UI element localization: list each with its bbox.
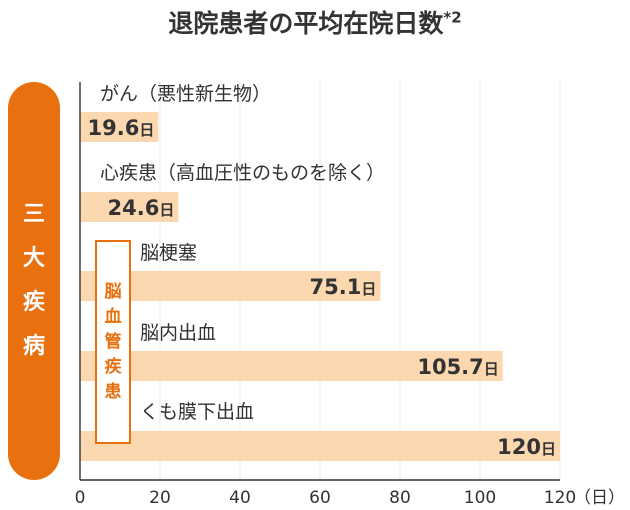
subgroup_label-char: 患 [104, 381, 122, 402]
value-label-1: 24.6日 [108, 196, 175, 220]
bar-0 [80, 112, 159, 142]
group-label-three-major-diseases: 三大疾病 [8, 82, 60, 480]
x-tick-label-120: 120 [544, 488, 576, 508]
value-label-3: 105.7日 [417, 355, 498, 379]
x-tick-label-0: 0 [75, 488, 86, 508]
bar-1 [80, 192, 179, 222]
subgroup_label-char: 疾 [104, 356, 122, 377]
category-label-3: 脳内出血 [140, 322, 216, 344]
subgroup-label-cerebrovascular: 脳血管疾患 [95, 240, 131, 444]
x-tick-label-20: 20 [149, 488, 171, 508]
bar-4 [80, 431, 560, 461]
subgroup_label-char: 血 [104, 306, 122, 327]
x-tick-label-100: 100 [464, 488, 496, 508]
x-tick-label-40: 40 [229, 488, 251, 508]
chart-title: 退院患者の平均在院日数*2 [168, 8, 462, 38]
category-label-4: くも膜下出血 [140, 401, 254, 423]
group_label-char: 三 [22, 202, 45, 227]
group_label-char: 大 [22, 246, 45, 271]
group_label-char: 疾 [22, 290, 45, 315]
subgroup_label-char: 脳 [104, 281, 122, 302]
category-label-1: 心疾患（高血圧性のものを除く） [100, 162, 385, 184]
value-label-2: 75.1日 [310, 275, 377, 299]
category-label-0: がん（悪性新生物） [100, 83, 271, 105]
bar-3 [80, 351, 503, 381]
value-label-0: 19.6日 [88, 116, 155, 140]
x-tick-label-60: 60 [309, 488, 331, 508]
x-axis-unit-label: （日） [574, 488, 625, 508]
group_label-char: 病 [22, 334, 45, 359]
category-label-2: 脳梗塞 [140, 242, 197, 264]
value-label-4: 120日 [497, 435, 556, 459]
x-tick-label-80: 80 [389, 488, 411, 508]
subgroup_label-char: 管 [104, 331, 122, 352]
